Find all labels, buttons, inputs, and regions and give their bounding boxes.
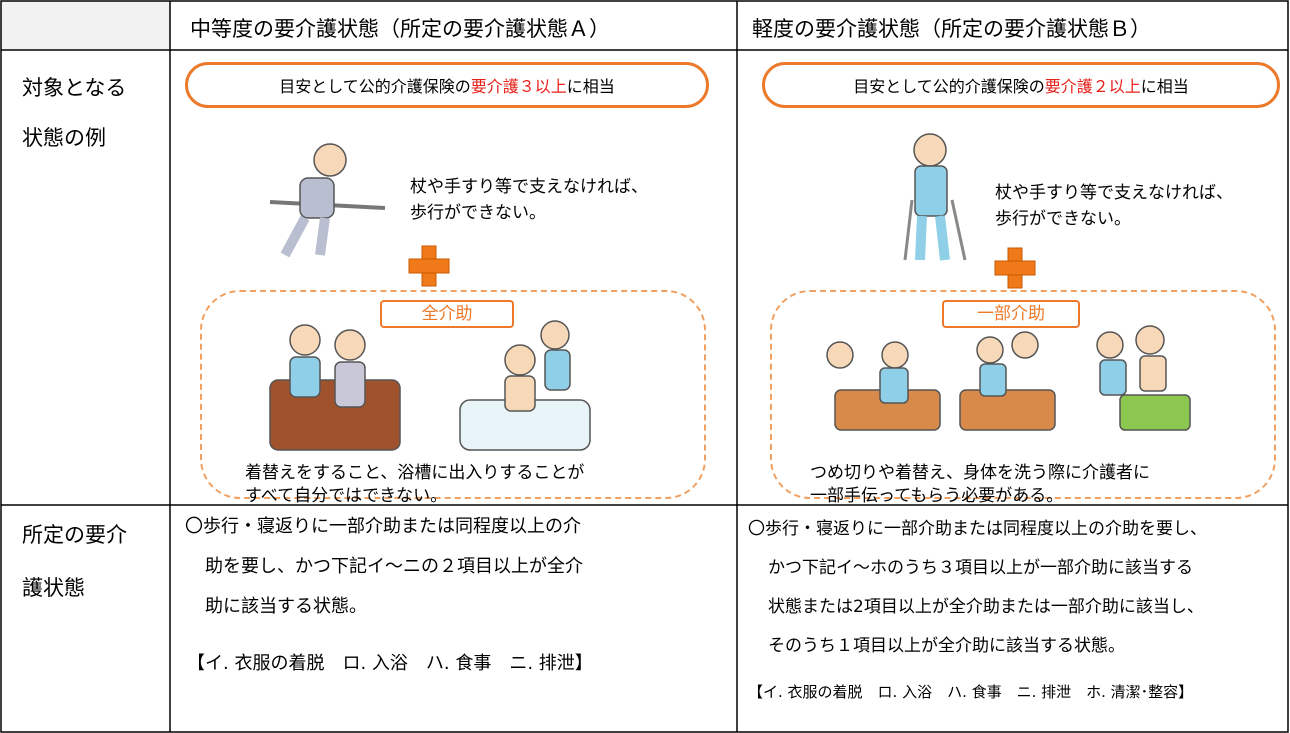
caption: 杖や手すり等で支えなければ、: [995, 183, 1233, 203]
criteria-text: 助を要し、かつ下記イ～ニの２項目以上が全介: [205, 556, 583, 577]
row-label: 所定の要介: [22, 523, 127, 547]
assist-label: 一部介助: [942, 300, 1080, 328]
criteria-text: かつ下記イ～ホのうち３項目以上が一部介助に該当する: [768, 558, 1193, 578]
criteria-text: 〇歩行・寝返りに一部介助または同程度以上の介助を要し、: [748, 519, 1207, 539]
assist-text: 一部手伝ってもらう必要がある。: [810, 486, 1064, 506]
assist-box: [770, 290, 1276, 499]
criteria-items: 【イ. 衣服の着脱 ロ. 入浴 ハ. 食事 ニ. 排泄】: [187, 653, 593, 674]
criteria-items: 【イ. 衣服の着脱 ロ. 入浴 ハ. 食事 ニ. 排泄 ホ. 清潔･整容】: [748, 683, 1194, 701]
assist-text: すべて自分ではできない。: [245, 486, 448, 506]
header-a: 中等度の要介護状態（所定の要介護状態Ａ）: [190, 17, 610, 41]
plus-icons: [408, 245, 1036, 289]
banner-text: 目安として公的介護保険の: [279, 77, 471, 96]
criteria-text: 助に該当する状態。: [205, 596, 367, 617]
illustrations: [269, 133, 1191, 451]
header-b: 軽度の要介護状態（所定の要介護状態Ｂ）: [752, 17, 1151, 41]
banner-text: に相当: [1140, 77, 1189, 96]
banner-b: 目安として公的介護保険の 要介護２以上 に相当: [762, 62, 1280, 108]
corner-cell: [1, 1, 170, 49]
criteria-text: そのうち１項目以上が全介助に該当する状態。: [768, 636, 1125, 656]
assist-text: 着替えをすること、浴槽に出入りすることが: [245, 463, 585, 483]
banner-highlight: 要介護３以上: [470, 77, 567, 96]
banner-a: 目安として公的介護保険の 要介護３以上 に相当: [185, 62, 709, 108]
row-label: 護状態: [22, 576, 85, 600]
assist-label: 全介助: [380, 300, 514, 328]
caption: 歩行ができない。: [995, 209, 1131, 229]
row-label: 状態の例: [22, 126, 106, 150]
row-label: 対象となる: [22, 76, 127, 100]
caption: 歩行ができない。: [410, 203, 546, 223]
criteria-text: 〇歩行・寝返りに一部介助または同程度以上の介: [185, 516, 581, 537]
assist-box: [200, 290, 706, 499]
banner-text: 目安として公的介護保険の: [853, 77, 1045, 96]
banner-text: に相当: [566, 77, 615, 96]
banner-highlight: 要介護２以上: [1044, 77, 1141, 96]
caption: 杖や手すり等で支えなければ、: [410, 177, 648, 197]
criteria-text: 状態または2項目以上が全介助または一部介助に該当し、: [768, 597, 1204, 617]
assist-text: つめ切りや着替え、身体を洗う際に介護者に: [810, 463, 1150, 483]
